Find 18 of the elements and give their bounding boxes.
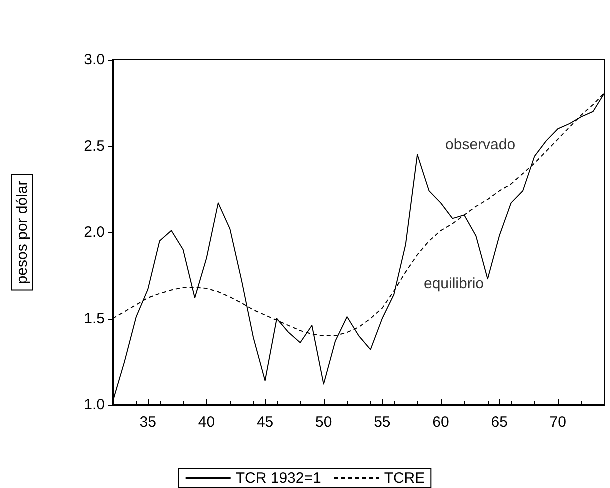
y-tick-label: 2.5	[84, 138, 105, 155]
x-tick-label: 40	[198, 414, 216, 431]
x-tick-label: 45	[256, 414, 274, 431]
x-tick-label: 35	[140, 414, 156, 431]
x-tick-label: 65	[491, 414, 508, 431]
x-tick-label: 55	[374, 414, 391, 431]
x-tick-label: 60	[432, 414, 450, 431]
annotation: observado	[446, 136, 516, 154]
y-tick-label: 1.5	[84, 310, 105, 328]
legend-label: TCR 1932=1	[236, 470, 322, 487]
x-tick-label: 70	[550, 414, 566, 431]
y-tick-label: 1.0	[84, 396, 105, 414]
x-tick-label: 50	[316, 414, 332, 431]
y-tick-label: 2.0	[84, 224, 105, 241]
legend-label: TCRE	[384, 470, 426, 487]
y-tick-label: 3.0	[84, 52, 105, 68]
annotation: equilibrio	[424, 275, 484, 292]
y-axis-title: pesos por dólar	[14, 180, 31, 284]
